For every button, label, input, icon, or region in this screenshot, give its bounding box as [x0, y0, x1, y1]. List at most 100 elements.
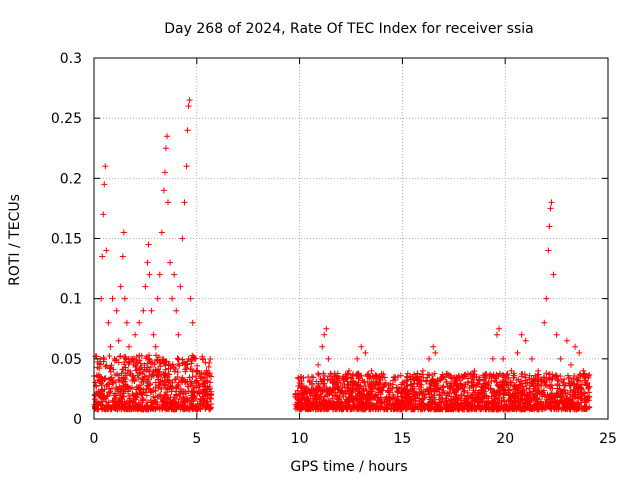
data-point: [150, 370, 157, 377]
data-point: [475, 380, 482, 387]
data-point: [179, 378, 186, 385]
data-point: [585, 372, 592, 379]
data-point: [430, 343, 437, 350]
data-point: [333, 376, 340, 383]
data-point: [377, 387, 384, 394]
data-point: [350, 386, 357, 393]
data-point: [518, 331, 525, 338]
data-point: [353, 395, 360, 402]
data-point: [98, 394, 105, 401]
data-point: [566, 380, 573, 387]
data-point: [522, 337, 529, 344]
data-point: [302, 385, 309, 392]
data-point: [147, 398, 154, 405]
data-point: [455, 373, 462, 380]
data-point: [137, 382, 144, 389]
data-point: [365, 402, 372, 409]
data-point: [194, 406, 201, 413]
data-point: [136, 319, 143, 326]
data-point: [127, 370, 134, 377]
data-point: [314, 370, 321, 377]
data-point: [462, 381, 469, 388]
data-point: [102, 363, 109, 370]
data-point: [176, 362, 183, 369]
data-point: [380, 371, 387, 378]
data-point: [203, 370, 210, 377]
data-point: [475, 394, 482, 401]
data-point: [307, 393, 314, 400]
data-point: [366, 395, 373, 402]
data-point: [567, 399, 574, 406]
data-point: [481, 373, 488, 380]
data-point: [347, 374, 354, 381]
data-point: [387, 380, 394, 387]
data-point: [120, 366, 127, 373]
data-point: [121, 353, 128, 360]
data-point: [297, 398, 304, 405]
data-point: [136, 389, 143, 396]
data-point: [201, 387, 208, 394]
data-point: [545, 371, 552, 378]
data-point: [321, 404, 328, 411]
data-point: [556, 399, 563, 406]
data-point: [582, 399, 589, 406]
data-point: [142, 283, 149, 290]
data-point: [548, 199, 555, 206]
data-point: [400, 401, 407, 408]
data-point: [478, 386, 485, 393]
data-point: [503, 371, 510, 378]
data-point: [522, 374, 529, 381]
data-point: [145, 406, 152, 413]
data-point: [519, 371, 526, 378]
data-point: [144, 382, 151, 389]
data-point: [414, 381, 421, 388]
data-point: [543, 295, 550, 302]
data-point: [418, 398, 425, 405]
data-point: [409, 390, 416, 397]
data-point: [330, 400, 337, 407]
data-point: [577, 377, 584, 384]
data-point: [146, 368, 153, 375]
data-point: [167, 398, 174, 405]
data-point: [108, 404, 115, 411]
data-point: [188, 388, 195, 395]
data-point: [378, 404, 385, 411]
data-point: [185, 383, 192, 390]
data-point: [319, 343, 326, 350]
data-point: [440, 373, 447, 380]
data-point: [182, 368, 189, 375]
data-point: [457, 377, 464, 384]
data-point: [303, 391, 310, 398]
data-point: [151, 361, 158, 368]
data-point: [554, 403, 561, 410]
data-point: [414, 370, 421, 377]
data-point: [580, 367, 587, 374]
data-point: [505, 387, 512, 394]
data-point: [137, 399, 144, 406]
data-point: [420, 388, 427, 395]
data-point: [152, 366, 159, 373]
data-point: [143, 355, 150, 362]
data-point: [581, 370, 588, 377]
data-point: [190, 404, 197, 411]
data-point: [566, 399, 573, 406]
data-point: [453, 387, 460, 394]
data-point: [326, 388, 333, 395]
data-point: [95, 373, 102, 380]
data-point: [515, 399, 522, 406]
data-point: [539, 393, 546, 400]
data-point: [132, 362, 139, 369]
data-point: [336, 401, 343, 408]
data-point: [138, 352, 145, 359]
data-point: [186, 97, 193, 104]
data-point: [165, 405, 172, 412]
data-point: [184, 127, 191, 134]
data-point: [528, 375, 535, 382]
data-point: [310, 406, 317, 413]
data-point: [147, 389, 154, 396]
data-point: [468, 392, 475, 399]
data-point: [103, 393, 110, 400]
data-point: [554, 377, 561, 384]
data-point: [156, 354, 163, 361]
data-point: [301, 385, 308, 392]
